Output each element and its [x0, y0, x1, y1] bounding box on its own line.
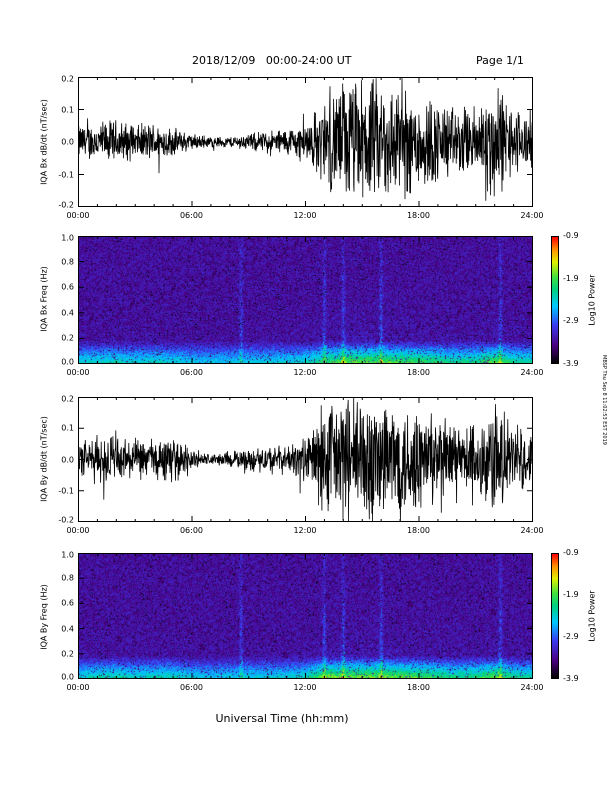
x-tick-label: 12:00 — [293, 368, 317, 377]
y-tick-label: 0.1 — [61, 105, 74, 114]
y-tick-label: 0.0 — [61, 137, 74, 147]
y-tick-label: 0.2 — [61, 74, 74, 84]
x-tick-label: 06:00 — [179, 683, 204, 692]
bx-spectrogram-axes — [78, 236, 533, 364]
y-tick-label: 0.0 — [61, 357, 74, 367]
y-tick-label: 0.0 — [61, 672, 74, 682]
colorbar-tick-label: -0.9 — [563, 231, 579, 240]
x-tick-label: 18:00 — [406, 683, 431, 692]
colorbar — [551, 553, 559, 679]
dbdt-trace — [78, 77, 533, 201]
x-tick-label: 06:00 — [179, 526, 204, 535]
y-tick-label: -0.2 — [58, 200, 74, 210]
plot-frame — [78, 236, 533, 364]
x-tick-label: 00:00 — [66, 368, 90, 377]
colorbar-title: Log10 Power — [587, 274, 597, 326]
y-axis-label: IQA By Freq (Hz) — [39, 584, 49, 650]
x-tick-label: 24:00 — [520, 211, 544, 220]
x-tick-label: 06:00 — [179, 368, 204, 377]
colorbar-tick-label: -1.9 — [563, 590, 579, 599]
y-tick-label: 1.0 — [61, 550, 74, 560]
timestamp-note: MBSP Thu Sep 8 11:02:53 EST 2019 — [601, 355, 607, 445]
colorbar-tick-label: -2.9 — [563, 632, 579, 641]
x-tick-label: 18:00 — [406, 211, 431, 220]
x-tick-label: 18:00 — [406, 526, 431, 535]
y-tick-label: 0.0 — [61, 455, 74, 464]
x-tick-label: 00:00 — [66, 683, 90, 692]
y-tick-label: -0.1 — [58, 170, 74, 179]
y-axis-label: IQA Bx Freq (Hz) — [39, 266, 49, 332]
y-tick-label: -0.2 — [58, 515, 74, 525]
x-tick-label: 00:00 — [66, 211, 90, 220]
by-spectrogram-axes — [78, 553, 533, 679]
colorbar-title: Log10 Power — [587, 590, 597, 642]
colorbar-tick-label: -3.9 — [563, 359, 579, 368]
y-tick-label: 1.0 — [61, 233, 74, 243]
by-spectrogram — [78, 553, 533, 679]
y-tick-label: 0.6 — [61, 598, 74, 608]
x-tick-label: 00:00 — [66, 526, 90, 535]
x-axis-title: Universal Time (hh:mm) — [215, 712, 349, 725]
y-tick-label: 0.6 — [61, 282, 74, 292]
y-tick-label: 0.2 — [61, 394, 74, 404]
y-tick-label: 0.4 — [61, 624, 74, 634]
bx-spectrogram — [78, 236, 533, 364]
x-tick-label: 06:00 — [179, 211, 204, 220]
x-tick-label: 24:00 — [520, 683, 544, 692]
x-tick-label: 12:00 — [293, 211, 317, 220]
page-number: Page 1/1 — [476, 54, 524, 67]
colorbar-tick-label: -3.9 — [563, 674, 579, 683]
y-tick-label: 0.8 — [61, 573, 74, 583]
y-tick-label: 0.8 — [61, 257, 74, 267]
y-tick-label: 0.1 — [61, 423, 74, 433]
y-axis-label: IQA By dB/dt (nT/sec) — [39, 416, 49, 502]
x-tick-label: 18:00 — [406, 368, 431, 377]
colorbar-tick-label: -2.9 — [563, 316, 579, 326]
colorbar-tick-label: -0.9 — [563, 548, 579, 557]
y-axis-label: IQA Bx dB/dt (nT/sec) — [39, 99, 49, 185]
plot-frame — [78, 553, 533, 679]
by-dbdt-plot — [78, 397, 533, 522]
y-tick-label: -0.1 — [58, 486, 74, 496]
colorbar — [551, 236, 559, 364]
bx-dbdt-plot — [78, 77, 533, 207]
x-tick-label: 12:00 — [293, 683, 317, 692]
colorbar-tick-label: -1.9 — [563, 273, 579, 283]
y-tick-label: 0.2 — [61, 649, 74, 659]
x-tick-label: 12:00 — [293, 526, 317, 535]
page-title: 2018/12/09 00:00-24:00 UT — [192, 54, 352, 67]
x-tick-label: 24:00 — [520, 526, 544, 535]
x-tick-label: 24:00 — [520, 368, 544, 377]
y-tick-label: 0.4 — [61, 308, 74, 318]
dbdt-trace — [78, 397, 533, 522]
y-tick-label: 0.2 — [61, 333, 74, 343]
